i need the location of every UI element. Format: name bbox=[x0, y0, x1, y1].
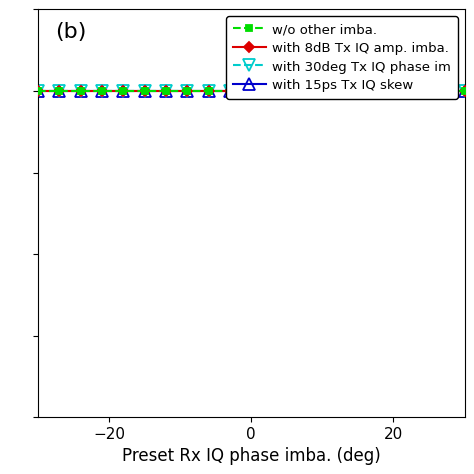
with 8dB Tx IQ amp. imba. bbox=[312, 88, 318, 94]
w/o other imba. bbox=[355, 88, 361, 94]
with 8dB Tx IQ amp. imba. bbox=[398, 88, 403, 94]
w/o other imba. bbox=[440, 88, 446, 94]
with 8dB Tx IQ amp. imba. bbox=[99, 88, 105, 94]
Legend: w/o other imba., with 8dB Tx IQ amp. imba., with 30deg Tx IQ phase im, with 15ps: w/o other imba., with 8dB Tx IQ amp. imb… bbox=[226, 16, 458, 99]
with 15ps Tx IQ skew bbox=[142, 88, 147, 94]
w/o other imba. bbox=[398, 88, 403, 94]
w/o other imba. bbox=[206, 88, 211, 94]
with 30deg Tx IQ phase im bbox=[184, 88, 190, 94]
with 15ps Tx IQ skew bbox=[376, 88, 382, 94]
with 30deg Tx IQ phase im bbox=[462, 88, 467, 94]
with 8dB Tx IQ amp. imba. bbox=[440, 88, 446, 94]
with 15ps Tx IQ skew bbox=[248, 88, 254, 94]
with 30deg Tx IQ phase im bbox=[120, 88, 126, 94]
w/o other imba. bbox=[419, 88, 425, 94]
with 15ps Tx IQ skew bbox=[312, 88, 318, 94]
with 15ps Tx IQ skew bbox=[184, 88, 190, 94]
Line: with 30deg Tx IQ phase im: with 30deg Tx IQ phase im bbox=[32, 85, 470, 97]
w/o other imba. bbox=[334, 88, 339, 94]
with 30deg Tx IQ phase im bbox=[206, 88, 211, 94]
with 30deg Tx IQ phase im bbox=[398, 88, 403, 94]
Line: with 15ps Tx IQ skew: with 15ps Tx IQ skew bbox=[32, 85, 470, 97]
with 30deg Tx IQ phase im bbox=[376, 88, 382, 94]
with 15ps Tx IQ skew bbox=[227, 88, 233, 94]
Line: with 8dB Tx IQ amp. imba.: with 8dB Tx IQ amp. imba. bbox=[35, 88, 468, 94]
with 15ps Tx IQ skew bbox=[398, 88, 403, 94]
with 8dB Tx IQ amp. imba. bbox=[35, 88, 41, 94]
with 30deg Tx IQ phase im bbox=[163, 88, 169, 94]
with 8dB Tx IQ amp. imba. bbox=[334, 88, 339, 94]
w/o other imba. bbox=[227, 88, 233, 94]
with 8dB Tx IQ amp. imba. bbox=[355, 88, 361, 94]
w/o other imba. bbox=[35, 88, 41, 94]
w/o other imba. bbox=[291, 88, 297, 94]
with 15ps Tx IQ skew bbox=[99, 88, 105, 94]
with 8dB Tx IQ amp. imba. bbox=[248, 88, 254, 94]
w/o other imba. bbox=[270, 88, 275, 94]
with 30deg Tx IQ phase im bbox=[440, 88, 446, 94]
with 30deg Tx IQ phase im bbox=[248, 88, 254, 94]
with 15ps Tx IQ skew bbox=[334, 88, 339, 94]
with 8dB Tx IQ amp. imba. bbox=[184, 88, 190, 94]
w/o other imba. bbox=[184, 88, 190, 94]
with 8dB Tx IQ amp. imba. bbox=[376, 88, 382, 94]
with 15ps Tx IQ skew bbox=[419, 88, 425, 94]
with 8dB Tx IQ amp. imba. bbox=[419, 88, 425, 94]
with 30deg Tx IQ phase im bbox=[334, 88, 339, 94]
w/o other imba. bbox=[142, 88, 147, 94]
with 8dB Tx IQ amp. imba. bbox=[227, 88, 233, 94]
with 15ps Tx IQ skew bbox=[163, 88, 169, 94]
with 30deg Tx IQ phase im bbox=[355, 88, 361, 94]
w/o other imba. bbox=[312, 88, 318, 94]
with 15ps Tx IQ skew bbox=[270, 88, 275, 94]
with 30deg Tx IQ phase im bbox=[291, 88, 297, 94]
with 8dB Tx IQ amp. imba. bbox=[270, 88, 275, 94]
with 15ps Tx IQ skew bbox=[355, 88, 361, 94]
with 15ps Tx IQ skew bbox=[35, 88, 41, 94]
with 30deg Tx IQ phase im bbox=[270, 88, 275, 94]
with 15ps Tx IQ skew bbox=[120, 88, 126, 94]
with 8dB Tx IQ amp. imba. bbox=[142, 88, 147, 94]
with 15ps Tx IQ skew bbox=[56, 88, 62, 94]
X-axis label: Preset Rx IQ phase imba. (deg): Preset Rx IQ phase imba. (deg) bbox=[122, 447, 381, 465]
with 8dB Tx IQ amp. imba. bbox=[56, 88, 62, 94]
w/o other imba. bbox=[163, 88, 169, 94]
with 15ps Tx IQ skew bbox=[206, 88, 211, 94]
w/o other imba. bbox=[78, 88, 83, 94]
with 15ps Tx IQ skew bbox=[291, 88, 297, 94]
with 15ps Tx IQ skew bbox=[440, 88, 446, 94]
with 30deg Tx IQ phase im bbox=[35, 88, 41, 94]
with 8dB Tx IQ amp. imba. bbox=[462, 88, 467, 94]
with 30deg Tx IQ phase im bbox=[227, 88, 233, 94]
with 8dB Tx IQ amp. imba. bbox=[206, 88, 211, 94]
with 30deg Tx IQ phase im bbox=[56, 88, 62, 94]
w/o other imba. bbox=[248, 88, 254, 94]
with 30deg Tx IQ phase im bbox=[142, 88, 147, 94]
w/o other imba. bbox=[120, 88, 126, 94]
with 8dB Tx IQ amp. imba. bbox=[163, 88, 169, 94]
with 30deg Tx IQ phase im bbox=[419, 88, 425, 94]
with 8dB Tx IQ amp. imba. bbox=[120, 88, 126, 94]
with 30deg Tx IQ phase im bbox=[312, 88, 318, 94]
w/o other imba. bbox=[56, 88, 62, 94]
w/o other imba. bbox=[376, 88, 382, 94]
with 8dB Tx IQ amp. imba. bbox=[291, 88, 297, 94]
w/o other imba. bbox=[99, 88, 105, 94]
Text: (b): (b) bbox=[55, 22, 86, 42]
with 8dB Tx IQ amp. imba. bbox=[78, 88, 83, 94]
with 30deg Tx IQ phase im bbox=[99, 88, 105, 94]
with 30deg Tx IQ phase im bbox=[78, 88, 83, 94]
with 15ps Tx IQ skew bbox=[78, 88, 83, 94]
w/o other imba. bbox=[462, 88, 467, 94]
Line: w/o other imba.: w/o other imba. bbox=[35, 88, 468, 94]
with 15ps Tx IQ skew bbox=[462, 88, 467, 94]
